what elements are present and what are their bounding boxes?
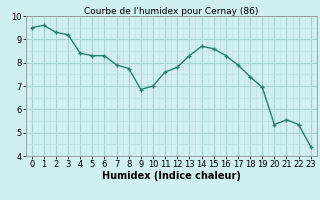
X-axis label: Humidex (Indice chaleur): Humidex (Indice chaleur) [102, 171, 241, 181]
Title: Courbe de l'humidex pour Cernay (86): Courbe de l'humidex pour Cernay (86) [84, 7, 258, 16]
